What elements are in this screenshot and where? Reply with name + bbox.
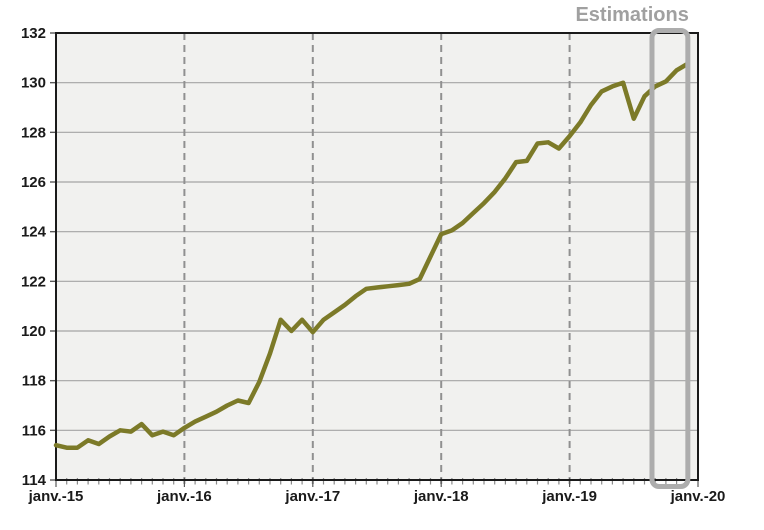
x-axis-label: janv.-15 <box>28 488 84 505</box>
plot-border-rect <box>55 32 699 481</box>
plot-background <box>56 33 698 480</box>
x-axis-label: janv.-17 <box>284 488 340 505</box>
x-axis-label: janv.-19 <box>541 488 597 505</box>
y-axis-label: 128 <box>21 124 46 141</box>
estimations-label: Estimations <box>575 4 688 26</box>
y-axis-label: 122 <box>21 273 46 290</box>
y-axis-labels: 114 116 118 120 122 124 126 128 130 132 <box>21 25 47 489</box>
y-axis-label: 124 <box>21 224 47 241</box>
y-axis-label: 118 <box>22 373 46 390</box>
y-axis-label: 114 <box>22 472 47 489</box>
x-axis-label: janv.-16 <box>156 488 212 505</box>
y-axis-label: 132 <box>21 25 46 42</box>
y-axis-label: 130 <box>21 75 46 92</box>
y-axis-label: 126 <box>21 174 46 191</box>
x-axis-label: janv.-20 <box>670 488 726 505</box>
horizontal-gridlines <box>56 82 698 431</box>
y-axis-label: 120 <box>21 323 46 340</box>
data-line <box>53 61 690 450</box>
plot-area <box>56 33 698 480</box>
plot-border <box>55 32 699 481</box>
x-axis-labels: janv.-15 janv.-16 janv.-17 janv.-18 janv.-19… <box>28 488 726 505</box>
data-line-path <box>53 61 690 450</box>
y-axis-label: 116 <box>22 422 46 439</box>
estimation-box <box>649 28 691 489</box>
x-axis-label: janv.-18 <box>413 488 469 505</box>
estimation-box-rect <box>649 28 691 489</box>
vertical-dashed-gridlines <box>183 33 571 486</box>
